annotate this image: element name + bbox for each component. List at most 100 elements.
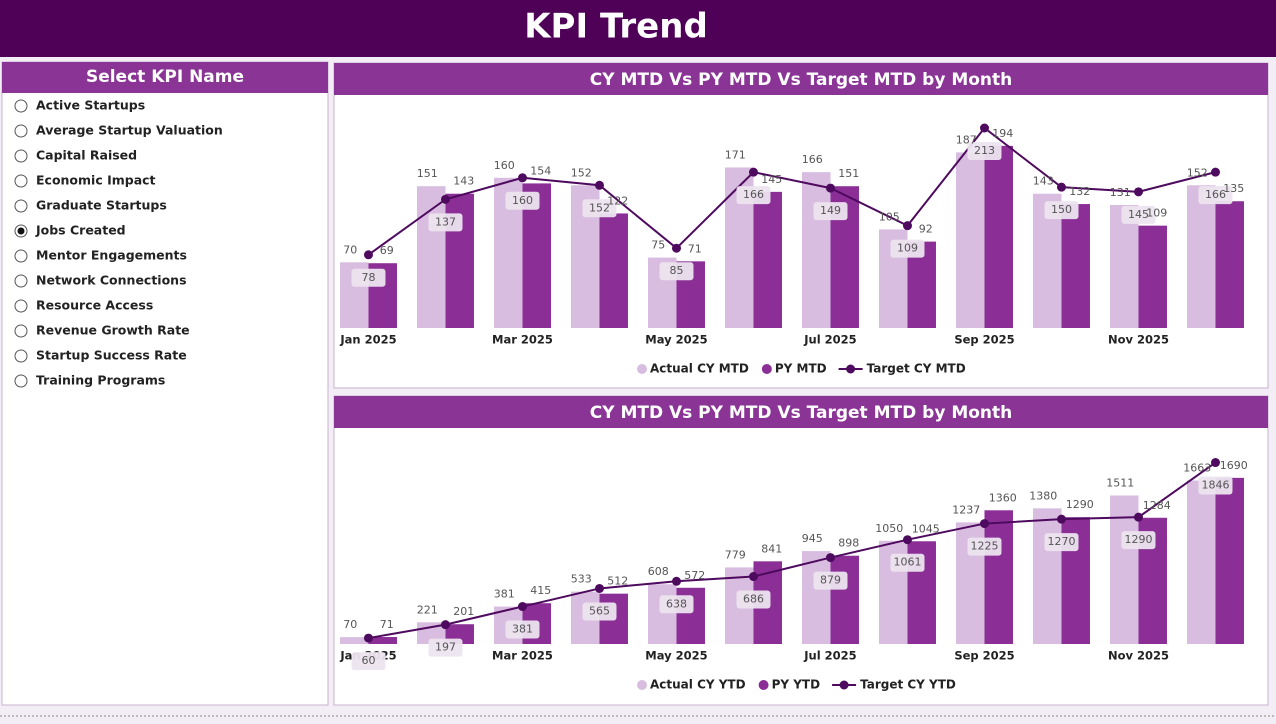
target-point	[1056, 182, 1066, 192]
data-label: 122	[607, 194, 628, 207]
label-box	[967, 537, 1002, 556]
bar	[984, 145, 1013, 328]
legend-marker	[839, 680, 849, 690]
data-label: 1050	[875, 522, 903, 535]
slicer-item[interactable]: Average Startup Valuation	[36, 123, 223, 138]
data-label: 92	[919, 223, 933, 236]
slicer-item[interactable]: Resource Access	[36, 298, 153, 313]
data-label: 187	[956, 133, 977, 146]
radio-button[interactable]	[14, 374, 28, 388]
radio-dot	[17, 227, 25, 235]
radio-button[interactable]	[14, 274, 28, 288]
data-label: 945	[802, 532, 823, 545]
label-box	[659, 262, 694, 281]
data-label: 1511	[1106, 476, 1134, 489]
data-label: 131	[1110, 186, 1131, 199]
radio-button[interactable]	[14, 249, 28, 263]
target-point	[671, 243, 681, 253]
bar	[1215, 477, 1244, 644]
data-label: 565	[589, 604, 610, 617]
label-box	[659, 595, 694, 614]
data-label: 572	[684, 569, 705, 582]
slicer-item[interactable]: Economic Impact	[36, 173, 156, 188]
label-box	[505, 191, 540, 210]
slicer-item[interactable]: Graduate Startups	[36, 198, 167, 213]
bar	[956, 152, 985, 328]
data-label: 85	[669, 264, 683, 277]
label-box	[1044, 533, 1079, 552]
label-box	[428, 638, 463, 657]
bar	[753, 191, 782, 328]
data-label: 71	[380, 618, 394, 631]
target-point	[902, 221, 912, 231]
data-label: 213	[974, 144, 995, 157]
data-label: 145	[1128, 208, 1149, 221]
legend-marker	[761, 364, 772, 374]
slicer-item[interactable]: Startup Success Rate	[36, 348, 187, 363]
target-point	[979, 519, 989, 529]
radio-button[interactable]	[14, 299, 28, 313]
target-line	[368, 461, 1217, 640]
x-tick-label: May 2025	[645, 649, 707, 663]
slicer-item[interactable]: Revenue Growth Rate	[36, 323, 190, 338]
slicer-header	[2, 62, 328, 93]
slicer-item[interactable]: Network Connections	[36, 273, 187, 288]
legend-marker	[637, 364, 647, 374]
legend-label: PY MTD	[775, 362, 827, 376]
data-label: 512	[607, 575, 628, 588]
slicer-item[interactable]: Mentor Engagements	[36, 248, 187, 263]
data-label: 1237	[952, 503, 980, 516]
data-label: 201	[453, 605, 474, 618]
data-label: 841	[761, 542, 782, 555]
bar	[599, 213, 628, 328]
data-label: 69	[380, 244, 394, 257]
radio-button[interactable]	[14, 149, 28, 163]
bar	[1061, 204, 1090, 328]
label-box	[582, 199, 617, 218]
data-label: 60	[361, 654, 375, 667]
slicer-item[interactable]: Active Startups	[36, 98, 145, 113]
target-point	[594, 180, 604, 190]
data-label: 381	[512, 623, 533, 636]
data-label: 415	[530, 584, 551, 597]
target-point	[594, 583, 604, 593]
bar	[830, 555, 859, 644]
label-box	[736, 186, 771, 205]
data-label: 151	[417, 167, 438, 180]
data-label: 1663	[1183, 462, 1211, 475]
slicer-item[interactable]: Capital Raised	[36, 148, 137, 163]
radio-button[interactable]	[14, 174, 28, 188]
data-label: 152	[589, 201, 610, 214]
legend-marker	[637, 680, 647, 690]
legend-marker	[846, 364, 856, 374]
x-tick-label: Nov 2025	[1108, 649, 1169, 663]
label-box	[813, 202, 848, 221]
radio-button[interactable]	[14, 199, 28, 213]
label-box	[890, 239, 925, 258]
bar	[340, 637, 369, 644]
legend-marker	[758, 680, 769, 690]
slicer-panel	[1, 61, 329, 706]
slicer-item[interactable]: Training Programs	[36, 373, 165, 388]
label-box	[736, 590, 771, 609]
radio-button[interactable]	[14, 324, 28, 338]
data-label: 160	[494, 159, 515, 172]
bar	[802, 172, 831, 328]
radio-button[interactable]	[14, 349, 28, 363]
bar	[1215, 201, 1244, 328]
target-point	[1210, 167, 1220, 177]
radio-button[interactable]	[14, 124, 28, 138]
slicer-title: Select KPI Name	[86, 67, 244, 87]
slicer-item[interactable]: Jobs Created	[35, 223, 126, 238]
x-tick-label: May 2025	[645, 333, 707, 347]
data-label: 75	[651, 239, 665, 252]
bar	[417, 186, 446, 328]
target-line	[367, 126, 1216, 256]
data-label: 132	[1069, 185, 1090, 198]
data-label: 898	[838, 537, 859, 550]
x-tick-label: Jan 2025	[339, 333, 396, 347]
label-box	[351, 652, 386, 671]
chart-header	[334, 63, 1268, 95]
data-label: 143	[453, 175, 474, 188]
radio-button[interactable]	[14, 99, 28, 113]
